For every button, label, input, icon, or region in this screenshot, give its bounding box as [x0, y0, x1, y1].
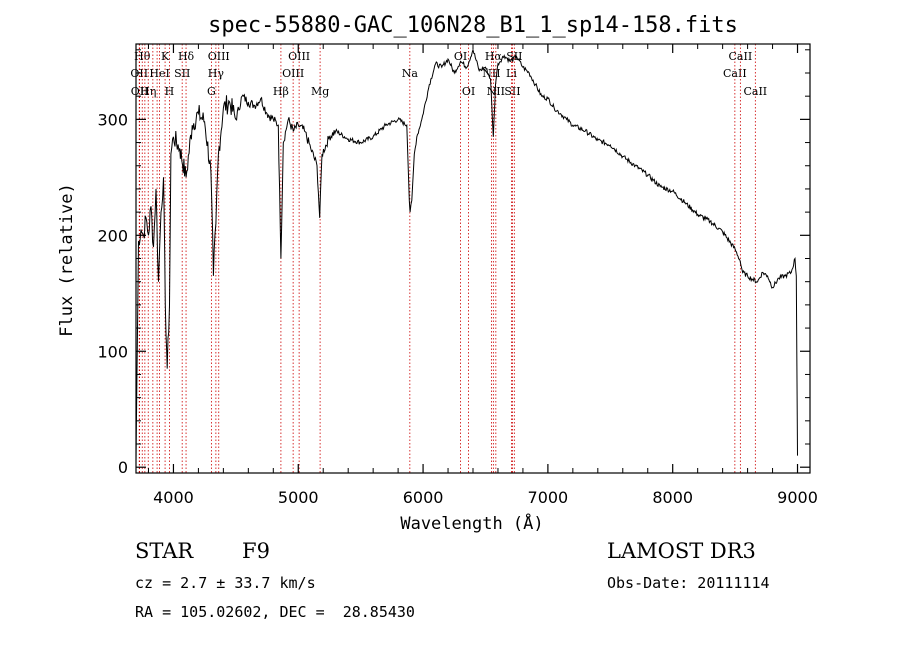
- y-axis-label: Flux (relative): [57, 183, 77, 337]
- line-label: OII: [131, 85, 149, 98]
- line-label: OI: [462, 85, 475, 98]
- x-tick-label: 4000: [153, 488, 194, 507]
- line-label: Na: [402, 67, 419, 80]
- line-label: NII: [482, 67, 500, 80]
- survey-name: LAMOST DR3: [607, 539, 756, 563]
- y-tick-label: 100: [97, 342, 128, 361]
- line-label: Hθ: [134, 50, 151, 63]
- line-label: SII: [174, 67, 190, 80]
- flux-line: [135, 47, 798, 462]
- line-label: Hγ: [208, 67, 225, 80]
- plot-frame: [135, 43, 811, 474]
- chart-title: spec-55880-GAC_106N28_B1_1_sp14-158.fits: [208, 13, 738, 38]
- x-tick-label: 9000: [777, 488, 818, 507]
- y-tick-label: 0: [118, 458, 128, 477]
- line-label: CaII: [729, 50, 753, 63]
- line-label: CaII: [723, 67, 747, 80]
- x-tick-label: 6000: [403, 488, 444, 507]
- line-label: HeI: [149, 67, 169, 80]
- coordinates: RA = 105.02602, DEC = 28.85430: [135, 603, 415, 621]
- line-label: Hδ: [178, 50, 195, 63]
- redshift-text: cz = 2.7 ± 33.7 km/s: [135, 574, 316, 592]
- line-label: Hβ: [273, 85, 289, 98]
- line-label: Hα: [485, 50, 503, 63]
- spectrum-series: [135, 47, 798, 462]
- line-label: OIII: [282, 67, 304, 80]
- y-tick-label: 300: [97, 110, 128, 129]
- line-label: OIII: [208, 50, 230, 63]
- axis-ticks: 4000 5000 6000 7000 8000 9000 0 100 200 300: [97, 44, 818, 507]
- line-label: OIII: [288, 50, 310, 63]
- x-tick-label: 8000: [652, 488, 693, 507]
- obs-date: Obs-Date: 20111114: [607, 574, 770, 592]
- line-label: SII: [504, 85, 520, 98]
- x-tick-label: 5000: [278, 488, 319, 507]
- line-label: H: [165, 85, 175, 98]
- x-tick-label: 7000: [528, 488, 569, 507]
- spectral-line-markers: OIIOIIHθHηHeIKHSIIHδGHγOIIIHβOIIIOIIIMgN…: [130, 44, 767, 473]
- line-label: CaII: [743, 85, 767, 98]
- spectrum-chart: spec-55880-GAC_106N28_B1_1_sp14-158.fits…: [57, 13, 818, 534]
- line-label: Hη: [140, 85, 156, 98]
- line-label: OI: [454, 50, 467, 63]
- line-label: G: [207, 85, 216, 98]
- line-label: Mg: [311, 85, 329, 98]
- y-tick-label: 200: [97, 226, 128, 245]
- x-axis-label: Wavelength (Å): [400, 512, 543, 534]
- line-label: Li: [506, 67, 517, 80]
- object-class: STAR: [135, 539, 194, 563]
- object-subclass: F9: [242, 539, 270, 563]
- line-label: K: [161, 50, 170, 63]
